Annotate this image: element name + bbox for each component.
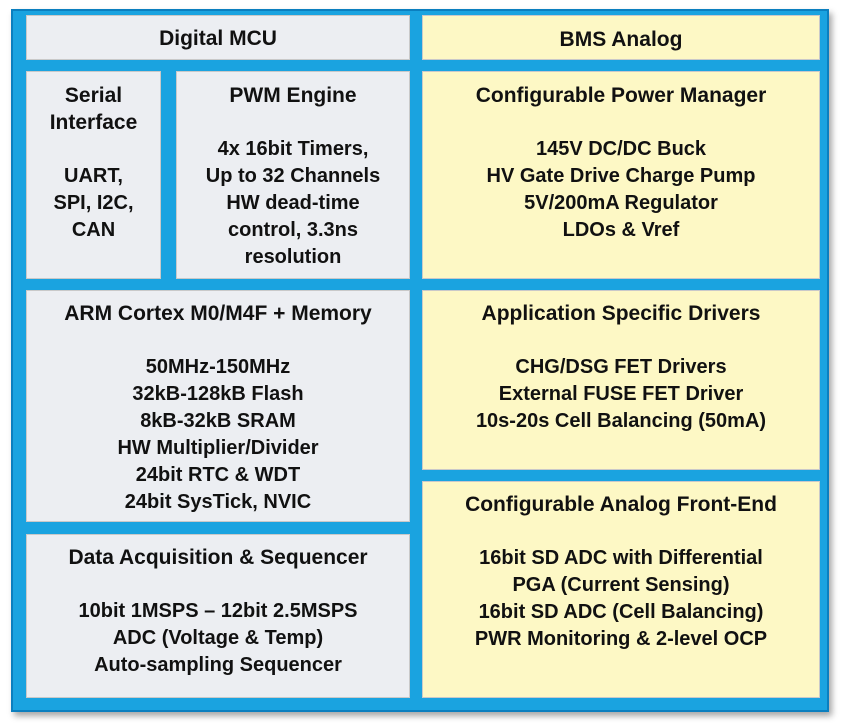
pwm-line: resolution	[244, 246, 342, 268]
analog-front-end-block: Configurable Analog Front-End 16bit SD A…	[422, 481, 820, 698]
arm-cortex-block: ARM Cortex M0/M4F + Memory 50MHz-150MHz …	[26, 290, 410, 522]
serial-title-line: Interface	[49, 111, 138, 134]
pwm-title: PWM Engine	[229, 84, 357, 107]
pwm-line: HW dead-time	[226, 192, 360, 214]
drivers-line: 10s-20s Cell Balancing (50mA)	[475, 410, 767, 432]
bms-analog-header: BMS Analog	[422, 15, 820, 60]
afe-line: PWR Monitoring & 2-level OCP	[474, 628, 768, 650]
power-title: Configurable Power Manager	[475, 84, 767, 107]
arm-line: 24bit RTC & WDT	[135, 464, 301, 486]
arm-title: ARM Cortex M0/M4F + Memory	[64, 302, 372, 325]
drivers-line: External FUSE FET Driver	[498, 383, 744, 405]
daq-line: ADC (Voltage & Temp)	[112, 627, 324, 649]
afe-line: 16bit SD ADC (Cell Balancing)	[478, 601, 764, 623]
arm-line: 50MHz-150MHz	[145, 356, 291, 378]
afe-line: PGA (Current Sensing)	[512, 574, 730, 596]
arm-line: 8kB-32kB SRAM	[140, 410, 296, 432]
arm-line: HW Multiplier/Divider	[117, 437, 319, 459]
arm-line: 32kB-128kB Flash	[132, 383, 304, 405]
serial-title-line: Serial	[64, 84, 123, 107]
afe-title: Configurable Analog Front-End	[465, 493, 777, 516]
power-line: LDOs & Vref	[562, 219, 680, 241]
serial-line: CAN	[71, 219, 116, 241]
daq-title: Data Acquisition & Sequencer	[68, 546, 368, 569]
daq-line: 10bit 1MSPS – 12bit 2.5MSPS	[78, 600, 358, 622]
power-line: HV Gate Drive Charge Pump	[486, 165, 756, 187]
bms-analog-label: BMS Analog	[559, 28, 683, 51]
pwm-line: Up to 32 Channels	[205, 165, 381, 187]
drivers-line: CHG/DSG FET Drivers	[515, 356, 727, 378]
power-line: 145V DC/DC Buck	[535, 138, 707, 160]
power-manager-block: Configurable Power Manager 145V DC/DC Bu…	[422, 71, 820, 279]
pwm-line: 4x 16bit Timers,	[217, 138, 369, 160]
application-drivers-block: Application Specific Drivers CHG/DSG FET…	[422, 290, 820, 470]
digital-mcu-header: Digital MCU	[26, 15, 410, 60]
drivers-title: Application Specific Drivers	[481, 302, 761, 325]
serial-line: UART,	[64, 165, 123, 187]
pwm-line: control, 3.3ns	[227, 219, 359, 241]
digital-mcu-label: Digital MCU	[159, 27, 277, 50]
afe-line: 16bit SD ADC with Differential	[479, 547, 763, 569]
pwm-engine-block: PWM Engine 4x 16bit Timers, Up to 32 Cha…	[176, 71, 410, 279]
power-line: 5V/200mA Regulator	[524, 192, 718, 214]
data-acquisition-block: Data Acquisition & Sequencer 10bit 1MSPS…	[26, 534, 410, 698]
serial-line: SPI, I2C,	[53, 192, 134, 214]
daq-line: Auto-sampling Sequencer	[94, 654, 342, 676]
serial-interface-block: Serial Interface UART, SPI, I2C, CAN	[26, 71, 161, 279]
arm-line: 24bit SysTick, NVIC	[124, 491, 312, 513]
